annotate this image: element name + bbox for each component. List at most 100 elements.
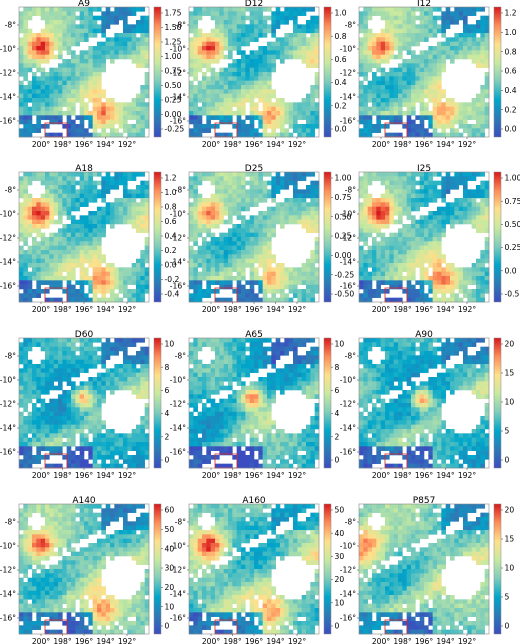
heatmap-cell — [49, 93, 54, 99]
heatmap-cell — [131, 37, 137, 42]
heatmap-cell — [236, 293, 242, 298]
heatmap-cell — [140, 224, 145, 229]
heatmap-cell — [53, 193, 59, 199]
heatmap-cell — [36, 263, 41, 268]
heatmap-cell — [127, 102, 132, 107]
heatmap-cell — [123, 176, 128, 181]
heatmap-cell — [372, 63, 377, 68]
heatmap-cell — [75, 416, 80, 421]
heatmap-cell — [118, 219, 124, 225]
heatmap-cell — [75, 424, 80, 430]
heatmap-cell — [267, 54, 272, 60]
heatmap-cell — [249, 258, 255, 264]
heatmap-cell — [27, 276, 33, 281]
heatmap-cell — [450, 180, 455, 186]
heatmap-cell — [484, 33, 490, 38]
heatmap-cell — [23, 211, 28, 216]
heatmap-cell — [275, 132, 281, 138]
heatmap-cell — [131, 206, 137, 212]
heatmap-cell — [92, 219, 98, 225]
heatmap-cell — [367, 93, 373, 99]
heatmap-cell — [258, 215, 263, 220]
heatmap-cell — [189, 228, 194, 233]
heatmap-cell — [66, 215, 72, 220]
heatmap-cell — [406, 89, 412, 94]
heatmap-cell — [301, 206, 307, 212]
heatmap-cell — [101, 258, 106, 264]
heatmap-cell — [232, 202, 237, 207]
heatmap-cell — [301, 297, 307, 303]
heatmap-cell — [144, 276, 150, 281]
heatmap-cell — [75, 398, 80, 404]
heatmap-cell — [92, 377, 98, 382]
heatmap-cell — [428, 59, 433, 64]
heatmap-cell — [202, 46, 207, 51]
heatmap-cell — [71, 180, 76, 186]
heatmap-cell — [58, 54, 63, 60]
heatmap-cell — [66, 124, 72, 129]
heatmap-cell — [79, 224, 85, 229]
heatmap-cell — [262, 180, 268, 186]
heatmap-cell — [411, 80, 416, 86]
heatmap-cell — [97, 377, 102, 382]
heatmap-cell — [88, 276, 93, 281]
heatmap-cell — [293, 267, 298, 272]
heatmap-cell — [228, 228, 233, 233]
heatmap-cell — [140, 7, 145, 12]
heatmap-cell — [236, 59, 242, 64]
heatmap-cell — [127, 54, 132, 60]
heatmap-cell — [105, 297, 111, 303]
heatmap-cell — [140, 20, 145, 25]
heatmap-cell — [306, 193, 311, 199]
heatmap-cell — [92, 232, 98, 238]
heatmap-cell — [97, 206, 102, 212]
heatmap-cell — [202, 63, 207, 68]
heatmap-cell — [27, 377, 33, 382]
heatmap-cell — [372, 33, 377, 38]
heatmap-cell — [363, 119, 368, 125]
heatmap-cell — [432, 198, 438, 203]
heatmap-cell — [223, 89, 229, 94]
heatmap-cell — [415, 41, 420, 47]
heatmap-cell — [58, 241, 63, 246]
heatmap-cell — [228, 245, 233, 251]
heatmap-cell — [123, 124, 128, 129]
heatmap-cell — [71, 338, 76, 343]
heatmap-cell — [275, 24, 281, 29]
heatmap-cell — [19, 102, 24, 107]
heatmap-cell — [463, 193, 468, 199]
heatmap-cell — [428, 80, 433, 86]
heatmap-cell — [367, 124, 373, 129]
heatmap-cell — [314, 76, 320, 81]
heatmap-cell — [84, 381, 89, 386]
heatmap-cell — [75, 420, 80, 425]
heatmap-cell — [450, 297, 455, 303]
heatmap-cell — [189, 63, 194, 68]
heatmap-cell — [297, 106, 302, 112]
heatmap-cell — [480, 54, 485, 60]
heatmap-cell — [136, 215, 141, 220]
heatmap-cell — [193, 267, 198, 272]
heatmap-cell — [131, 368, 137, 373]
heatmap-cell — [49, 346, 54, 352]
heatmap-cell — [144, 289, 150, 294]
heatmap-cell — [424, 115, 429, 120]
heatmap-cell — [131, 385, 137, 391]
heatmap-cell — [144, 211, 150, 216]
heatmap-cell — [144, 215, 150, 220]
x-tick-label: 194° — [96, 140, 114, 149]
heatmap-cell — [258, 28, 263, 34]
heatmap-cell — [271, 280, 276, 285]
heatmap-cell — [88, 211, 93, 216]
heatmap-cell — [219, 72, 224, 77]
heatmap-cell — [463, 215, 468, 220]
heatmap-cell — [97, 416, 102, 421]
heatmap-cell — [372, 289, 377, 294]
heatmap-cell — [389, 284, 394, 290]
heatmap-cell — [393, 132, 399, 138]
heatmap-cell — [88, 124, 93, 129]
heatmap-cell — [314, 50, 320, 55]
heatmap-cell — [58, 424, 63, 430]
heatmap-cell — [458, 119, 464, 125]
heatmap-cell — [58, 46, 63, 51]
